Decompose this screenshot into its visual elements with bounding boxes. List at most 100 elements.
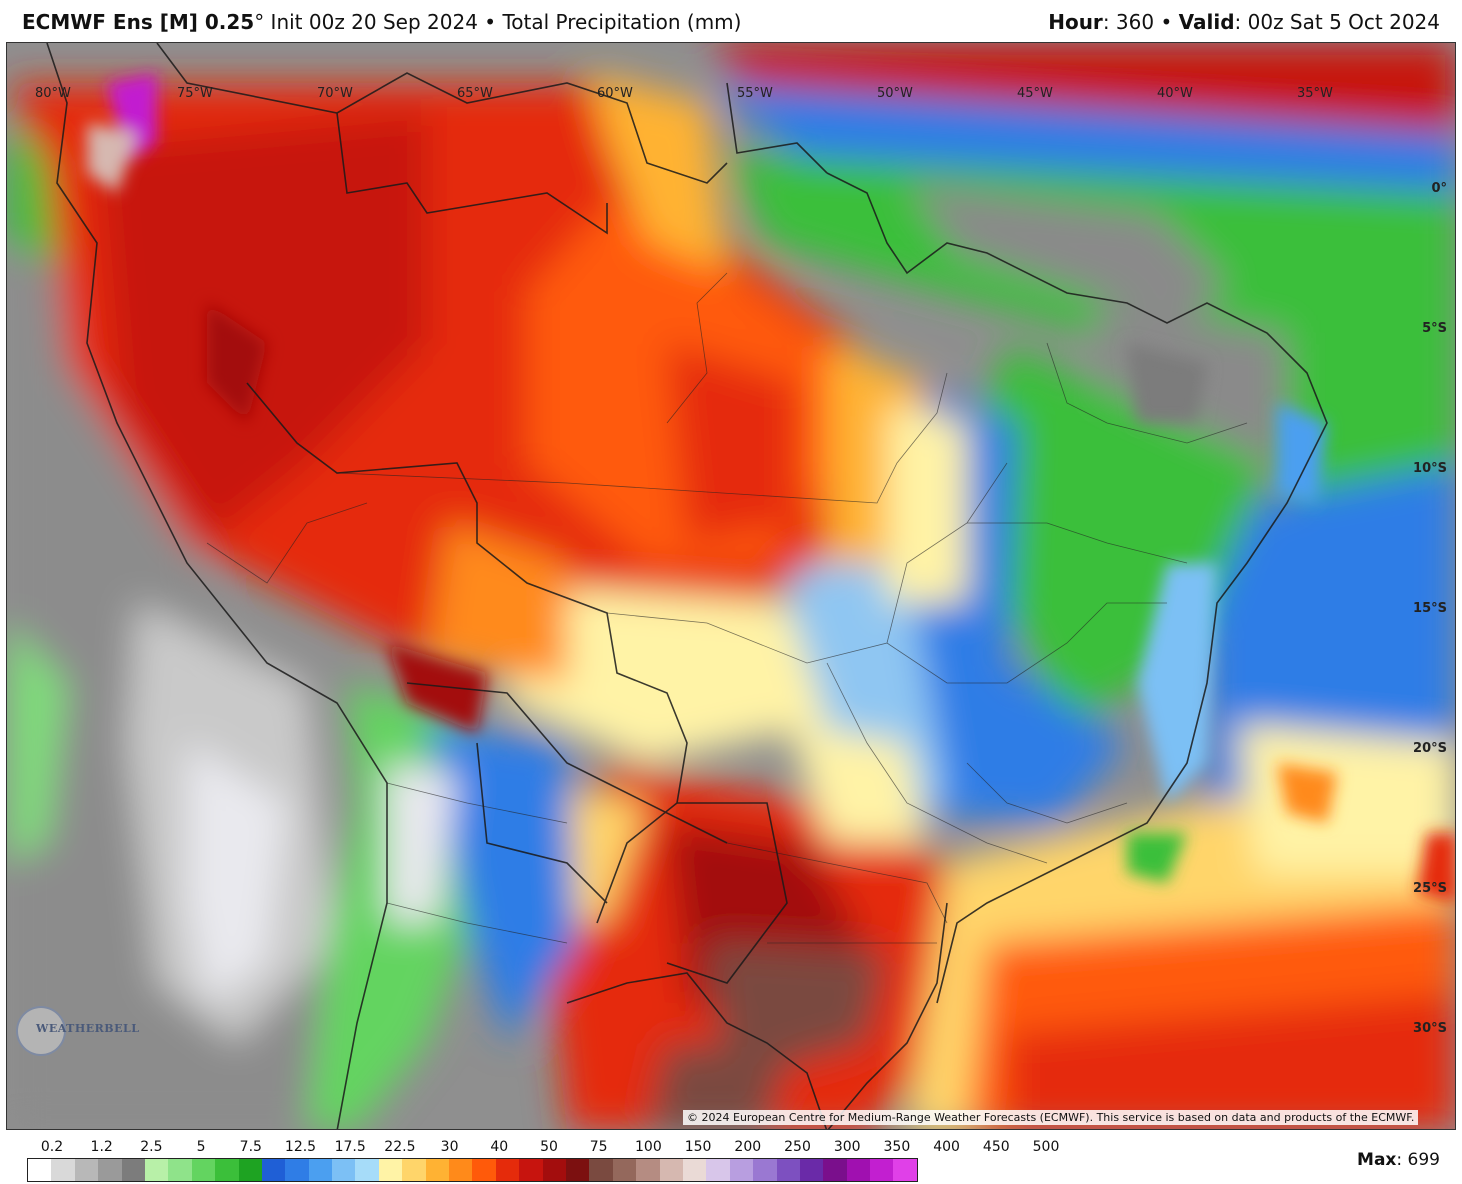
- lat-label-20s: 20°S: [1413, 741, 1447, 756]
- state-borders: [206, 272, 1248, 944]
- legend-tick: 400: [933, 1139, 960, 1155]
- lon-label-60w: 60°W: [597, 86, 633, 101]
- legend-swatch: [776, 1159, 800, 1181]
- lat-label-30s: 30°S: [1413, 1021, 1447, 1036]
- legend-swatch: [215, 1159, 239, 1181]
- lat-label-10s: 10°S: [1413, 461, 1447, 476]
- legend-swatch: [144, 1159, 169, 1181]
- legend-swatch: [74, 1159, 99, 1181]
- legend-tick: 7.5: [239, 1139, 262, 1155]
- legend-swatch: [729, 1159, 754, 1181]
- logo-globe-icon: [16, 1006, 66, 1056]
- legend-tick: 22.5: [384, 1139, 416, 1155]
- legend-swatch: [589, 1159, 613, 1181]
- legend-swatch: [261, 1159, 286, 1181]
- lat-label-0: 0°: [1431, 181, 1447, 196]
- lon-label-75w: 75°W: [177, 86, 213, 101]
- legend-swatch: [425, 1159, 450, 1181]
- legend-swatch: [542, 1159, 566, 1181]
- valid-info: Hour: 360 • Valid: 00z Sat 5 Oct 2024: [1048, 10, 1440, 34]
- legend-tick: 40: [490, 1139, 509, 1155]
- legend-swatch: [682, 1159, 707, 1181]
- legend-swatch: [753, 1159, 777, 1181]
- legend-swatch: [612, 1159, 637, 1181]
- legend-tick: 350: [883, 1139, 911, 1155]
- legend-tick: 12.5: [284, 1139, 317, 1155]
- legend-swatch: [823, 1159, 847, 1181]
- legend-tick: 300: [833, 1139, 861, 1155]
- legend-tick-labels: 0.2 1.2 2.5 5 7.5 12.5 17.5 22.5 30 40 50 75 100 150 2…: [0, 1139, 1100, 1157]
- lon-label-45w: 45°W: [1017, 86, 1053, 101]
- legend-tick: 500: [1032, 1139, 1060, 1155]
- lon-label-65w: 65°W: [457, 86, 493, 101]
- legend-swatch: [121, 1159, 145, 1181]
- legend-swatch: [191, 1159, 216, 1181]
- valid-value: : 00z Sat 5 Oct 2024: [1234, 10, 1440, 34]
- hour-value: : 360: [1102, 10, 1155, 34]
- hour-label: Hour: [1048, 10, 1103, 34]
- legend-tick: 2.5: [140, 1139, 163, 1155]
- max-label: Max: [1357, 1150, 1397, 1170]
- legend-tick: 17.5: [334, 1139, 366, 1155]
- legend-tick: 1.2: [90, 1139, 113, 1155]
- legend-swatch: [565, 1159, 590, 1181]
- legend-swatch: [51, 1159, 75, 1181]
- legend-swatch: [472, 1159, 496, 1181]
- legend-swatch: [98, 1159, 122, 1181]
- legend-swatch: [378, 1159, 403, 1181]
- product-name: Total Precipitation (mm): [502, 10, 742, 34]
- model-name: ECMWF Ens [M] 0.25: [22, 10, 255, 34]
- country-borders: [46, 43, 1328, 1129]
- lat-label-25s: 25°S: [1413, 881, 1447, 896]
- legend-swatch: [706, 1159, 730, 1181]
- lon-label-50w: 50°W: [877, 86, 913, 101]
- lon-label-35w: 35°W: [1297, 86, 1333, 101]
- precipitation-map[interactable]: 80°W 75°W 70°W 65°W 60°W 55°W 50°W 45°W …: [6, 42, 1456, 1130]
- legend-swatch: [308, 1159, 333, 1181]
- logo-text: WEATHERBELL: [36, 1022, 140, 1035]
- legend-tick: 250: [784, 1139, 811, 1155]
- legend-tick: 5: [196, 1139, 206, 1155]
- legend-tick: 75: [589, 1139, 608, 1155]
- legend-swatch: [355, 1159, 379, 1181]
- color-scale-bar: [27, 1158, 918, 1182]
- legend-swatch: [519, 1159, 543, 1181]
- legend-swatch: [28, 1159, 52, 1181]
- valid-label: Valid: [1178, 10, 1235, 34]
- legend-swatch: [332, 1159, 356, 1181]
- legend-swatch: [285, 1159, 309, 1181]
- precipitation-field: [7, 43, 1455, 1129]
- legend-tick: 200: [734, 1139, 762, 1155]
- legend-swatch: [449, 1159, 473, 1181]
- legend-swatch: [238, 1159, 262, 1181]
- lat-label-5s: 5°S: [1422, 321, 1447, 336]
- init-time: Init 00z 20 Sep 2024: [264, 10, 478, 34]
- separator: •: [1154, 10, 1179, 34]
- legend-swatch: [402, 1159, 426, 1181]
- legend-tick: 450: [982, 1139, 1010, 1155]
- lon-label-80w: 80°W: [35, 86, 71, 101]
- legend-swatch: [799, 1159, 824, 1181]
- lat-label-15s: 15°S: [1413, 601, 1447, 616]
- degree-symbol: °: [254, 10, 265, 34]
- copyright-notice: © 2024 European Centre for Medium-Range …: [683, 1110, 1419, 1125]
- lon-label-55w: 55°W: [737, 86, 773, 101]
- legend-swatch: [495, 1159, 520, 1181]
- legend-tick: 30: [440, 1139, 459, 1155]
- legend-tick: 0.2: [40, 1139, 64, 1155]
- legend-swatch: [893, 1159, 917, 1181]
- lon-label-70w: 70°W: [317, 86, 353, 101]
- legend-swatch: [168, 1159, 192, 1181]
- lon-label-40w: 40°W: [1157, 86, 1193, 101]
- legend-swatch: [846, 1159, 871, 1181]
- map-title: ECMWF Ens [M] 0.25° Init 00z 20 Sep 2024…: [22, 10, 741, 34]
- legend-swatch: [870, 1159, 894, 1181]
- legend-tick: 100: [635, 1139, 662, 1155]
- weatherbell-logo: WEATHERBELL: [16, 1002, 139, 1056]
- max-number: : 699: [1396, 1150, 1440, 1170]
- max-value: Max: 699: [1357, 1150, 1440, 1170]
- legend-tick: 50: [540, 1139, 558, 1155]
- separator: •: [477, 10, 503, 34]
- legend-swatch: [659, 1159, 683, 1181]
- legend-tick: 150: [684, 1139, 712, 1155]
